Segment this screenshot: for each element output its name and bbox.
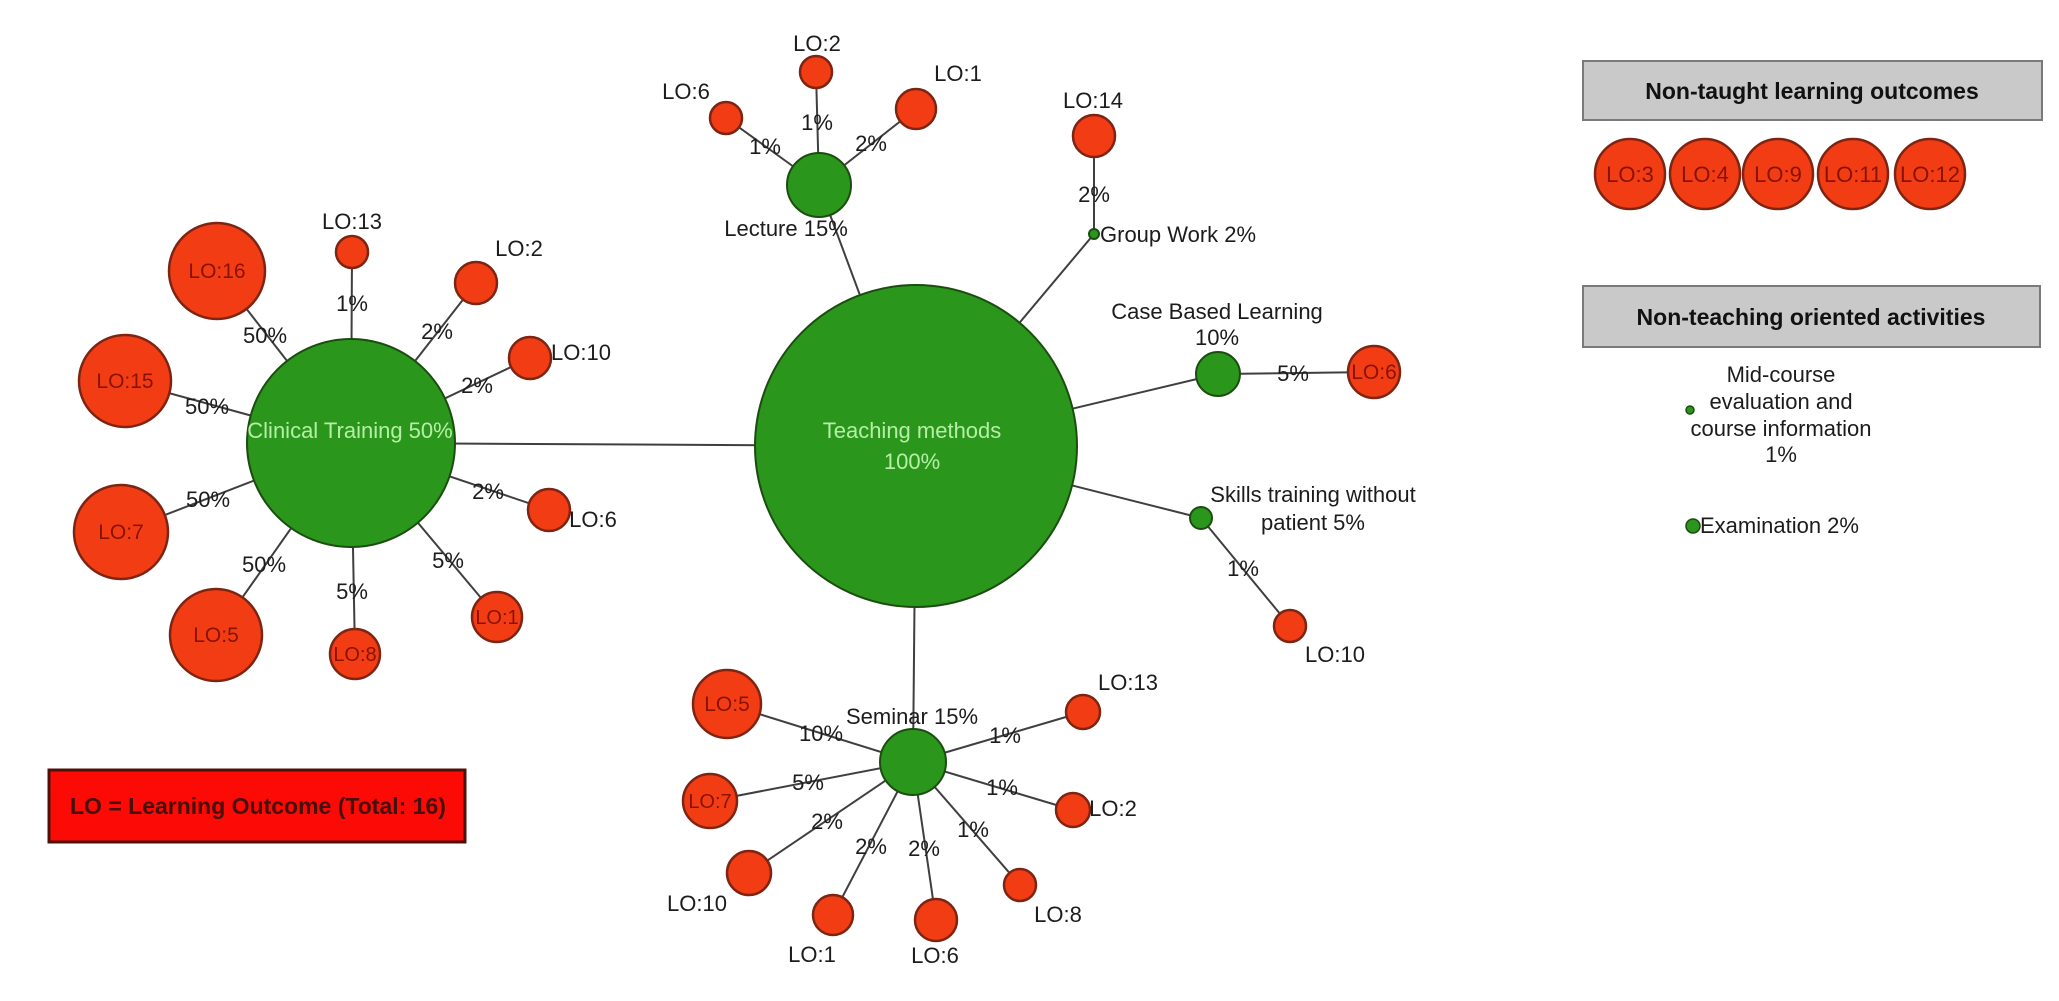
svg-text:Teaching methods: Teaching methods [823,418,1002,443]
svg-text:5%: 5% [336,579,368,604]
svg-text:LO:1: LO:1 [788,942,836,967]
svg-text:LO:3: LO:3 [1606,162,1654,187]
svg-text:Lecture 15%: Lecture 15% [724,216,848,241]
svg-text:50%: 50% [185,394,229,419]
svg-text:LO:2: LO:2 [793,31,841,56]
svg-text:100%: 100% [884,449,940,474]
svg-text:LO:9: LO:9 [1754,162,1802,187]
svg-text:1%: 1% [1765,442,1797,467]
svg-text:2%: 2% [421,319,453,344]
svg-text:Examination 2%: Examination 2% [1700,513,1859,538]
svg-text:evaluation and: evaluation and [1709,389,1852,414]
svg-text:LO:5: LO:5 [704,693,750,716]
svg-text:Mid-course: Mid-course [1727,362,1836,387]
svg-text:LO:2: LO:2 [1089,796,1137,821]
svg-text:Non-teaching oriented activiti: Non-teaching oriented activities [1637,304,1986,330]
svg-text:2%: 2% [908,836,940,861]
svg-text:2%: 2% [461,373,493,398]
svg-text:LO:15: LO:15 [96,370,153,393]
svg-text:LO:16: LO:16 [188,260,245,283]
svg-text:Clinical Training 50%: Clinical Training 50% [247,418,452,443]
svg-text:LO:10: LO:10 [1305,642,1365,667]
svg-text:1%: 1% [1227,556,1259,581]
svg-text:LO:11: LO:11 [1824,162,1882,187]
svg-text:Seminar 15%: Seminar 15% [846,704,978,729]
svg-text:50%: 50% [243,323,287,348]
svg-text:LO:7: LO:7 [98,521,144,544]
svg-text:Group Work 2%: Group Work 2% [1100,222,1256,247]
svg-text:LO:1: LO:1 [475,607,518,629]
svg-text:1%: 1% [801,110,833,135]
svg-text:2%: 2% [472,479,504,504]
svg-text:course information: course information [1691,416,1872,441]
svg-text:Non-taught learning outcomes: Non-taught learning outcomes [1645,78,1979,104]
svg-text:1%: 1% [989,723,1021,748]
svg-text:LO:10: LO:10 [551,340,611,365]
svg-text:LO:13: LO:13 [322,209,382,234]
svg-text:LO:14: LO:14 [1063,88,1123,113]
svg-text:2%: 2% [811,809,843,834]
svg-text:LO:10: LO:10 [667,891,727,916]
svg-text:LO:13: LO:13 [1098,670,1158,695]
svg-text:LO:6: LO:6 [569,507,617,532]
svg-text:1%: 1% [986,775,1018,800]
svg-text:5%: 5% [1277,361,1309,386]
svg-text:1%: 1% [336,291,368,316]
svg-text:10%: 10% [799,721,843,746]
svg-text:LO:12: LO:12 [1900,162,1960,187]
svg-text:2%: 2% [855,834,887,859]
svg-text:50%: 50% [242,552,286,577]
svg-text:1%: 1% [957,817,989,842]
svg-text:5%: 5% [792,770,824,795]
svg-text:LO:4: LO:4 [1681,162,1729,187]
svg-text:LO:5: LO:5 [193,624,239,647]
svg-text:LO = Learning Outcome (Total:: LO = Learning Outcome (Total: 16) [70,793,446,819]
svg-text:2%: 2% [1078,182,1110,207]
svg-text:LO:8: LO:8 [333,644,376,666]
svg-text:1%: 1% [749,134,781,159]
svg-text:LO:6: LO:6 [911,943,959,968]
svg-text:10%: 10% [1195,325,1239,350]
svg-text:50%: 50% [186,487,230,512]
svg-text:Case Based Learning: Case Based Learning [1111,299,1323,324]
svg-text:LO:7: LO:7 [688,791,731,813]
svg-text:LO:8: LO:8 [1034,902,1082,927]
svg-text:LO:6: LO:6 [1351,361,1397,384]
svg-text:2%: 2% [855,131,887,156]
svg-text:LO:6: LO:6 [662,79,710,104]
svg-text:5%: 5% [432,548,464,573]
svg-text:patient 5%: patient 5% [1261,510,1365,535]
svg-text:LO:1: LO:1 [934,61,982,86]
svg-text:LO:2: LO:2 [495,236,543,261]
svg-text:Skills training without: Skills training without [1210,482,1415,507]
